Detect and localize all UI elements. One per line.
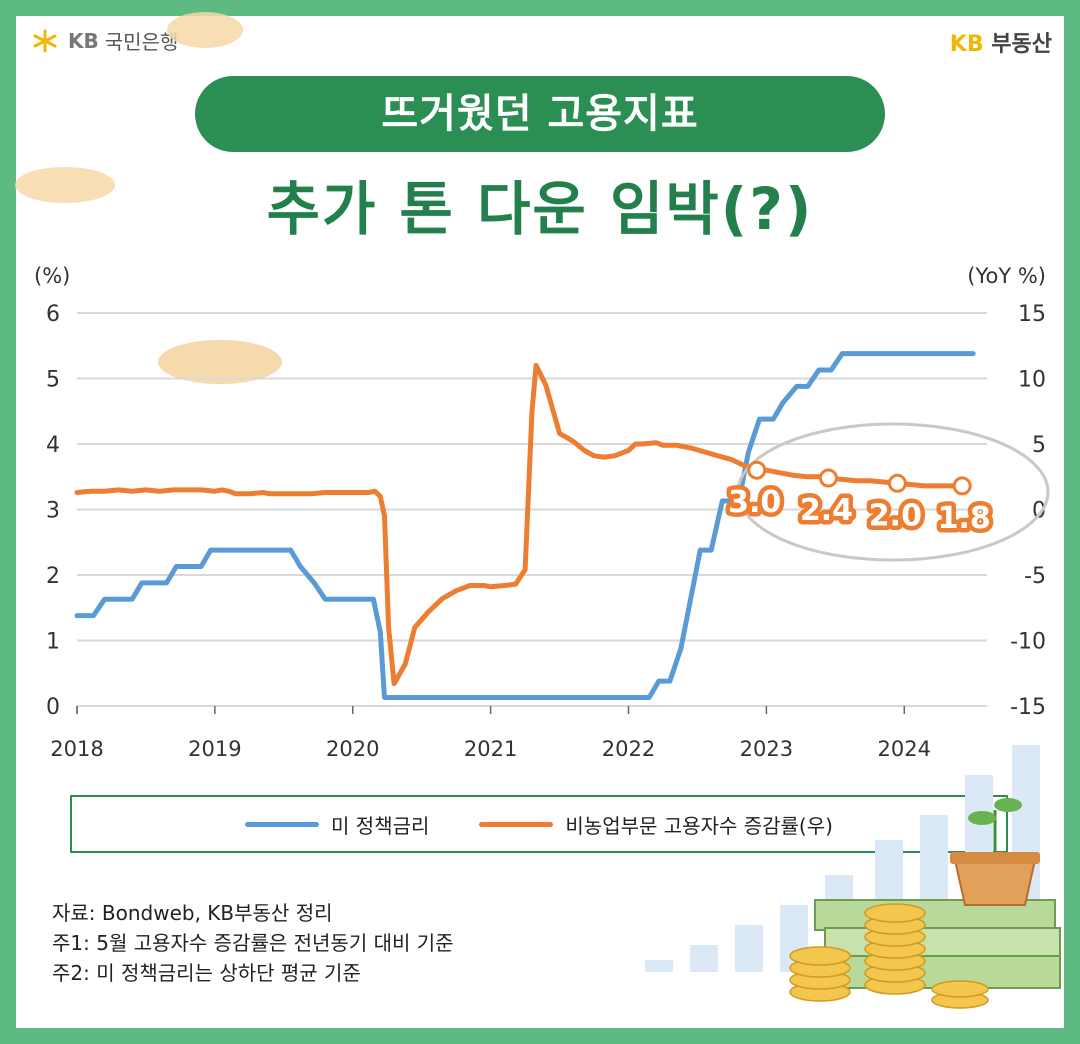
chart-legend: 미 정책금리 비농업부문 고용자수 증감률(우) [70, 795, 1008, 853]
right-tick-label: 10 [1018, 368, 1046, 393]
left-tick-label: 5 [46, 368, 60, 393]
left-tick-label: 1 [46, 630, 60, 655]
right-tick-label: 15 [1018, 302, 1046, 327]
legend-item-policy-rate: 미 정책금리 [245, 810, 429, 839]
annotation-label: 2.4 [800, 493, 853, 528]
left-logo-mark: KB [68, 28, 99, 53]
legend-label: 비농업부문 고용자수 증감률(우) [565, 813, 833, 838]
annotation-label: 3.0 [728, 485, 781, 520]
annotation-marker [952, 476, 972, 496]
annotation-marker [747, 460, 767, 480]
plant-pot-icon [950, 798, 1040, 906]
source-note: 자료: Bondweb, KB부동산 정리 [52, 901, 333, 925]
coin-decorations [15, 12, 282, 384]
left-tick-label: 3 [46, 499, 60, 524]
kb-real-estate-logo: KB 부동산 [950, 26, 1052, 58]
right-tick-label: -15 [1010, 695, 1046, 720]
left-tick-label: 0 [46, 695, 60, 720]
page-subtitle: 추가 톤 다운 임박(?) [266, 175, 814, 243]
x-tick-label: 2019 [188, 737, 241, 761]
cash-stack [809, 899, 1061, 989]
x-tick-label: 2021 [464, 737, 517, 761]
left-tick-label: 2 [46, 564, 60, 589]
coin-icon [15, 167, 115, 203]
x-tick-label: 2023 [740, 737, 793, 761]
annotation-marker [887, 473, 907, 493]
right-tick-label: 5 [1032, 433, 1046, 458]
x-tick-label: 2020 [326, 737, 379, 761]
legend-item-payroll: 비농업부문 고용자수 증감률(우) [479, 810, 833, 839]
star-icon [33, 29, 57, 52]
left-logo-name: 국민은행 [104, 30, 179, 54]
right-logo-mark: KB [949, 32, 984, 57]
page-title: 뜨거웠던 고용지표 [195, 76, 885, 152]
series-line-payroll [74, 362, 965, 687]
highlight-ellipse [736, 422, 1050, 562]
annotation-marker [818, 468, 838, 488]
series-line-policy-rate [74, 351, 976, 700]
left-axis-unit: (%) [34, 264, 70, 288]
annotation-label: 1.8 [938, 501, 991, 536]
x-tick-label: 2022 [602, 737, 655, 761]
coin-icon [167, 12, 243, 48]
note-1: 주1: 5월 고용자수 증감률은 전년동기 대비 기준 [52, 931, 454, 955]
legend-label: 미 정책금리 [331, 813, 430, 838]
kb-kookmin-bank-logo: KB 국민은행 [28, 26, 178, 55]
money-illustration [645, 745, 1061, 1009]
right-logo-name: 부동산 [991, 32, 1052, 57]
right-axis-unit: (YoY %) [967, 264, 1046, 288]
footnotes: 자료: Bondweb, KB부동산 정리 주1: 5월 고용자수 증감률은 전… [52, 898, 454, 988]
legend-swatch [245, 821, 320, 827]
left-tick-label: 4 [46, 433, 60, 458]
x-tick-label: 2018 [50, 737, 103, 761]
coin-stack [789, 903, 989, 1009]
note-2: 주2: 미 정책금리는 상하단 평균 기준 [52, 961, 361, 985]
annotation-label: 2.0 [869, 498, 922, 533]
right-tick-label: -10 [1010, 630, 1046, 655]
legend-swatch [479, 821, 554, 827]
coin-icon [158, 340, 282, 384]
left-tick-label: 6 [46, 302, 60, 327]
right-tick-label: -5 [1024, 564, 1046, 589]
x-tick-label: 2024 [878, 737, 931, 761]
